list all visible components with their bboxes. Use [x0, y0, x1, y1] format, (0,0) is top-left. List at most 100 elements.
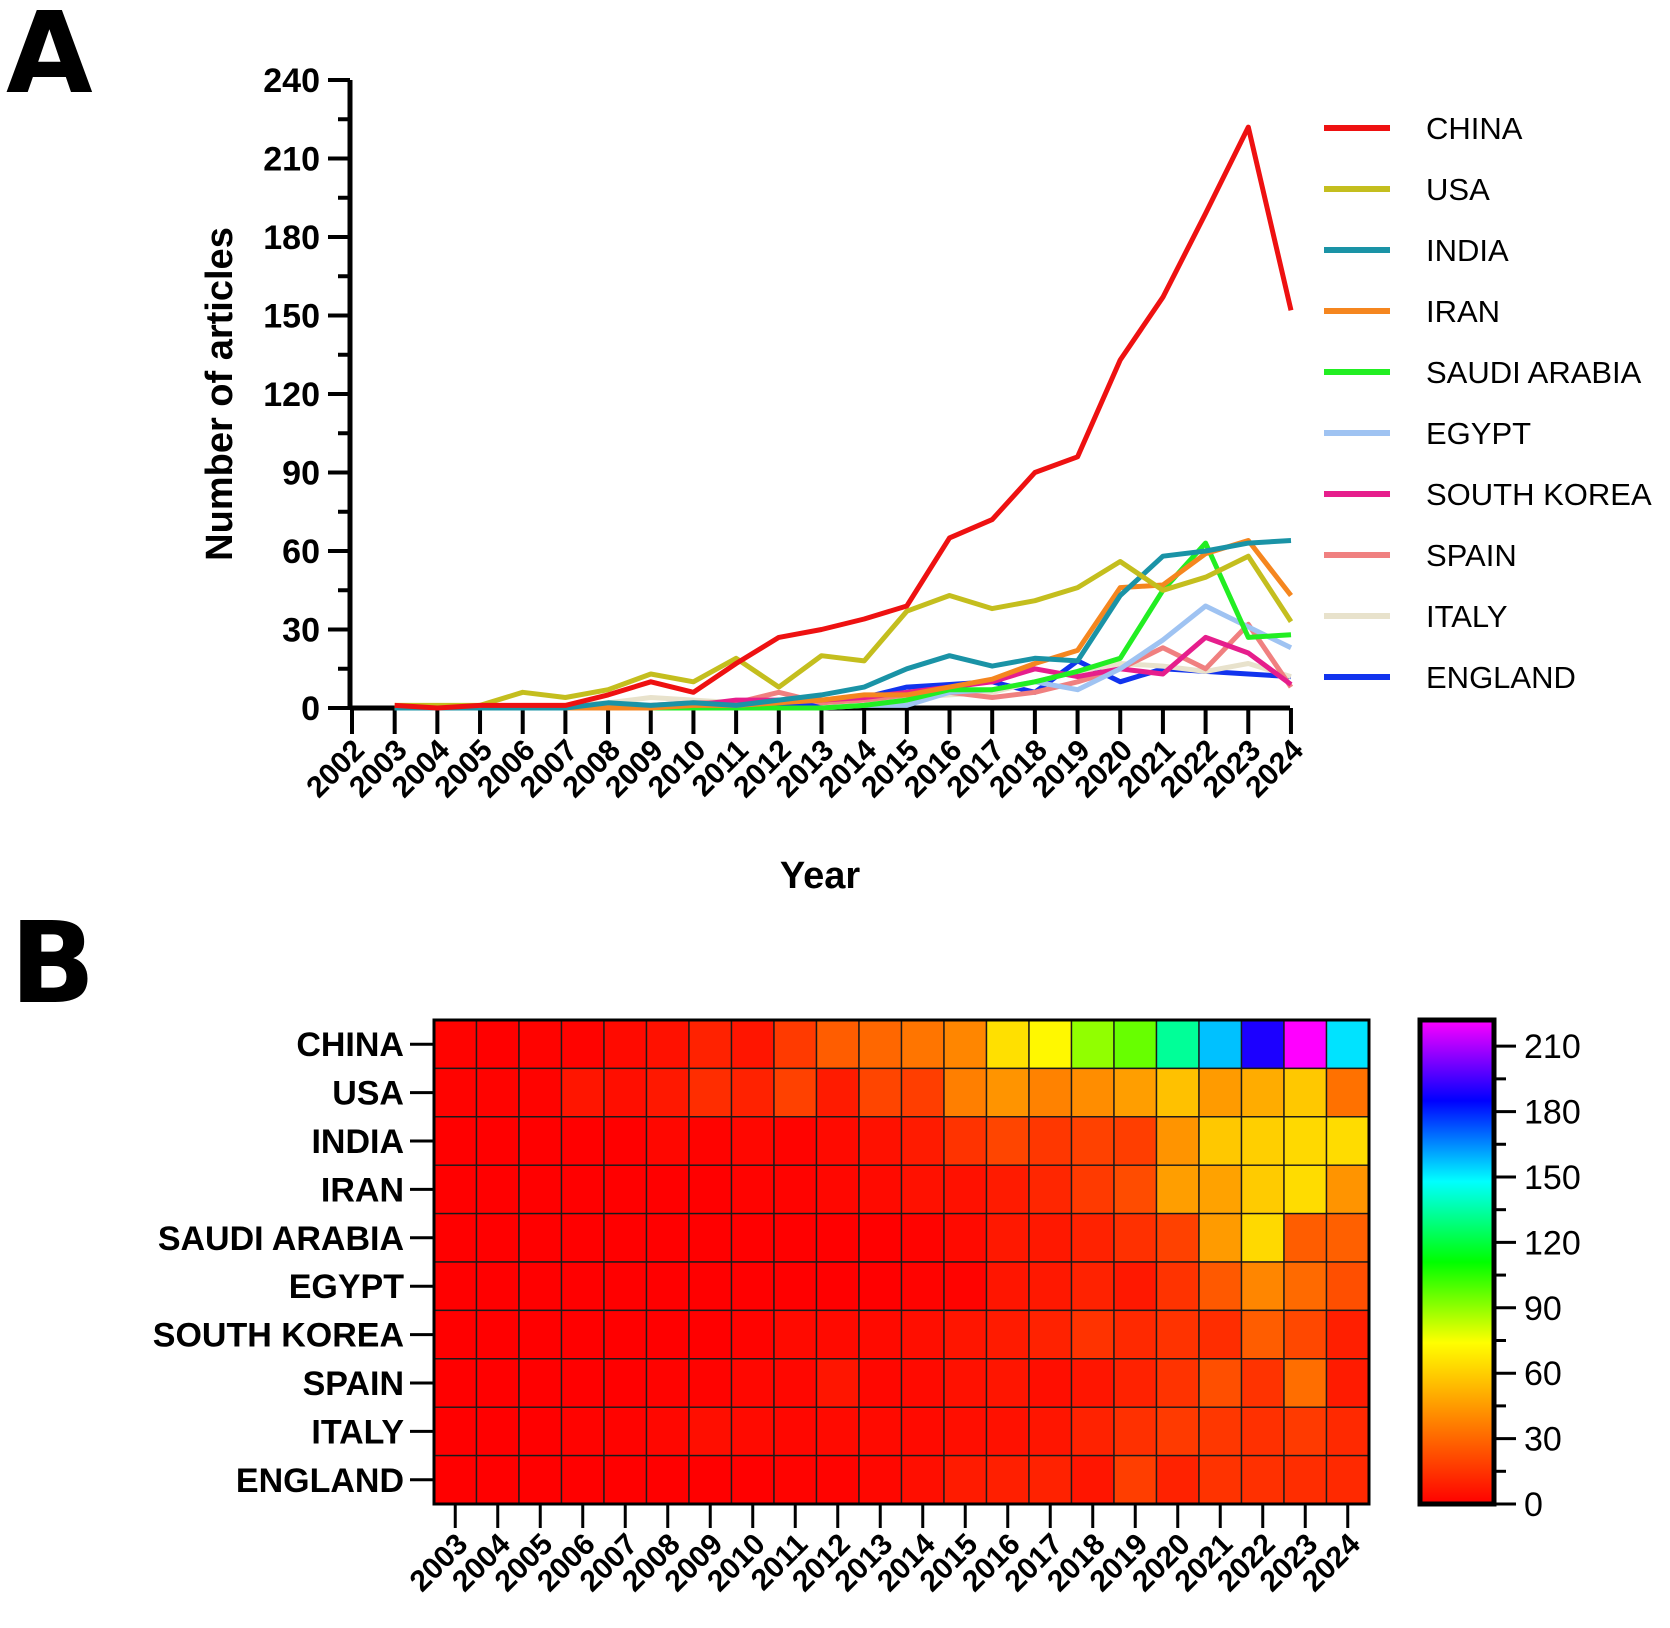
heatmap-cell: [1070, 1406, 1115, 1457]
row-label: ENGLAND: [236, 1462, 404, 1500]
heatmap-cell: [773, 1212, 818, 1263]
heatmap-cell: [560, 1454, 605, 1505]
heatmap-cell: [475, 1261, 520, 1312]
heatmap-cell: [1325, 1358, 1370, 1408]
heatmap-cell: [858, 1067, 903, 1118]
heatmap-chart: CHINA USA INDIA IRAN SAUDI ARABIA EGYPT SOUTH …: [153, 1018, 1371, 1598]
heatmap-cell: [1155, 1454, 1200, 1505]
heatmap-cell: [1198, 1309, 1243, 1360]
legend-label: SPAIN: [1426, 538, 1517, 573]
y-axis-title: Number of articles: [199, 227, 241, 561]
heatmap-cell: [1028, 1261, 1073, 1312]
heatmap-cell: [1155, 1212, 1200, 1263]
series-line-usa: [394, 553, 1294, 708]
heatmap-cell: [603, 1406, 648, 1457]
heatmap-cell: [730, 1212, 775, 1263]
heatmap-cell: [730, 1454, 775, 1505]
heatmap-cell: [858, 1454, 903, 1505]
heatmap-cell: [858, 1116, 903, 1166]
heatmap-cell: [900, 1212, 945, 1263]
heatmap-cell: [560, 1261, 605, 1312]
heatmap-cell: [730, 1164, 775, 1215]
heatmap-cell: [433, 1309, 478, 1360]
heatmap-cell: [688, 1019, 733, 1070]
row-label: INDIA: [311, 1123, 404, 1161]
heatmap-cell: [985, 1164, 1030, 1215]
heatmap-cell: [943, 1164, 988, 1215]
heatmap-cell: [475, 1358, 520, 1408]
heatmap-cell: [815, 1116, 860, 1166]
heatmap-cell: [985, 1116, 1030, 1166]
heatmap-cell: [560, 1019, 605, 1070]
heatmap-cell: [1028, 1067, 1073, 1118]
heatmap-cell: [858, 1019, 903, 1070]
heatmap-cell: [475, 1454, 520, 1505]
heatmap-cell: [900, 1261, 945, 1312]
heatmap-cell: [645, 1019, 690, 1070]
heatmap-cell: [1283, 1309, 1328, 1360]
colorbar-tick-label: 180: [1524, 1094, 1581, 1132]
heatmap-cell: [730, 1406, 775, 1457]
colorbar-tick-label: 0: [1524, 1486, 1543, 1524]
row-label: SOUTH KOREA: [153, 1317, 404, 1355]
heatmap-cell: [433, 1261, 478, 1312]
heatmap-cell: [475, 1406, 520, 1457]
heatmap-cell: [1070, 1358, 1115, 1408]
heatmap-cell: [1198, 1212, 1243, 1263]
heatmap-cell: [518, 1116, 563, 1166]
row-label: IRAN: [321, 1171, 404, 1209]
heatmap-cell: [1325, 1212, 1370, 1263]
heatmap-cell: [603, 1309, 648, 1360]
heatmap-cell: [1283, 1406, 1328, 1457]
heatmap-cell: [1283, 1116, 1328, 1166]
heatmap-cell: [815, 1309, 860, 1360]
heatmap-cell: [1113, 1406, 1158, 1457]
heatmap-cell: [815, 1212, 860, 1263]
heatmap-cell: [943, 1406, 988, 1457]
heatmap-cell: [603, 1116, 648, 1166]
heatmap-cell: [1113, 1261, 1158, 1312]
heatmap-cell: [1155, 1116, 1200, 1166]
heatmap-cell: [1113, 1067, 1158, 1118]
heatmap-cell: [645, 1406, 690, 1457]
x-axis-title: Year: [780, 855, 861, 897]
heatmap-cell: [1283, 1019, 1328, 1070]
heatmap-cell: [1070, 1067, 1115, 1118]
heatmap-cell: [1283, 1261, 1328, 1312]
heatmap-cell: [1155, 1309, 1200, 1360]
heatmap-cell: [1198, 1164, 1243, 1215]
heatmap-cell: [433, 1019, 478, 1070]
heatmap-cell: [773, 1454, 818, 1505]
heatmap-cell: [943, 1212, 988, 1263]
heatmap-cell: [645, 1454, 690, 1505]
heatmap-cell: [603, 1454, 648, 1505]
heatmap-cell: [1155, 1164, 1200, 1215]
row-label: SAUDI ARABIA: [158, 1220, 404, 1258]
heatmap-cell: [1198, 1116, 1243, 1166]
heatmap-cell: [815, 1019, 860, 1070]
heatmap-cell: [985, 1454, 1030, 1505]
heatmap-cell: [773, 1261, 818, 1312]
legend-label: EGYPT: [1426, 416, 1531, 451]
heatmap-cell: [1240, 1019, 1285, 1070]
heatmap-cell: [858, 1212, 903, 1263]
heatmap-cell: [603, 1164, 648, 1215]
heatmap-cell: [858, 1261, 903, 1312]
heatmap-cell: [1028, 1212, 1073, 1263]
colorbar-tick-label: 120: [1524, 1224, 1581, 1262]
heatmap-cell: [518, 1261, 563, 1312]
heatmap-cell: [1113, 1454, 1158, 1505]
heatmap-cell: [1240, 1261, 1285, 1312]
heatmap-cell: [900, 1309, 945, 1360]
heatmap-cell: [560, 1116, 605, 1166]
heatmap-cell: [985, 1309, 1030, 1360]
row-label: ITALY: [311, 1413, 404, 1451]
heatmap-cell: [518, 1212, 563, 1263]
heatmap-cell: [560, 1406, 605, 1457]
heatmap-cell: [730, 1309, 775, 1360]
heatmap-cell: [1283, 1067, 1328, 1118]
heatmap-cell: [943, 1067, 988, 1118]
y-tick-label: 30: [282, 612, 320, 650]
heatmap-cell: [603, 1261, 648, 1312]
